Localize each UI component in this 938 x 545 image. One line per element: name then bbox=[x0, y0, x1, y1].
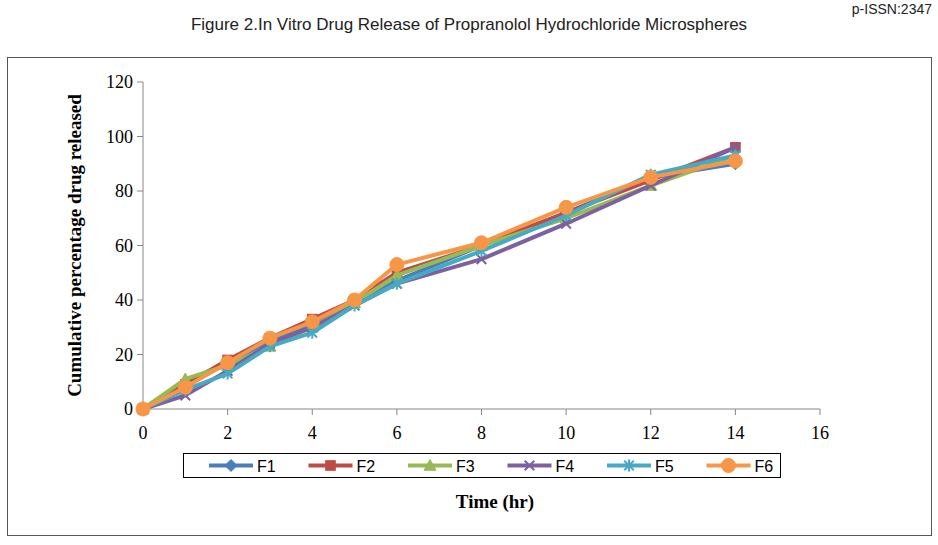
legend-marker bbox=[225, 460, 237, 472]
series-line bbox=[143, 147, 735, 409]
legend-marker bbox=[722, 459, 736, 473]
x-tick bbox=[312, 409, 313, 415]
series bbox=[137, 158, 741, 415]
point bbox=[644, 170, 658, 184]
series-line bbox=[143, 147, 735, 409]
point bbox=[136, 402, 150, 416]
title: Figure 2.In Vitro Drug Release of Propra… bbox=[191, 15, 747, 34]
series-line bbox=[143, 156, 735, 409]
point bbox=[178, 380, 192, 394]
x-tick-label: 10 bbox=[557, 423, 575, 443]
y-tick-label: 20 bbox=[115, 345, 133, 365]
x-tick-label: 14 bbox=[726, 423, 744, 443]
x-tick bbox=[227, 409, 228, 415]
point bbox=[348, 293, 362, 307]
y-tick bbox=[137, 191, 143, 192]
point bbox=[305, 315, 319, 329]
legend-marker bbox=[525, 461, 535, 471]
annotation: p-ISSN:2347 bbox=[852, 1, 932, 17]
point bbox=[392, 278, 402, 290]
x-tick-label: 2 bbox=[223, 423, 232, 443]
point bbox=[390, 258, 404, 272]
series-line bbox=[143, 161, 735, 409]
y-tick bbox=[137, 136, 143, 137]
legend-marker bbox=[424, 460, 436, 471]
y-tick-label: 100 bbox=[106, 127, 133, 147]
x-tick-label: 6 bbox=[392, 423, 401, 443]
y-tick bbox=[137, 300, 143, 301]
point bbox=[559, 200, 573, 214]
point bbox=[263, 331, 277, 345]
legend-label: F6 bbox=[755, 458, 774, 475]
series bbox=[138, 150, 740, 415]
y-tick-label: 40 bbox=[115, 290, 133, 310]
y-tick bbox=[137, 245, 143, 246]
legend-box bbox=[184, 454, 781, 478]
x-tick bbox=[566, 409, 567, 415]
y-tick bbox=[137, 82, 143, 83]
chart: p-ISSN:2347 Figure 2.In Vitro Drug Releas… bbox=[0, 0, 938, 545]
series bbox=[136, 154, 742, 416]
legend-label: F1 bbox=[257, 458, 276, 475]
x-tick bbox=[481, 409, 482, 415]
point bbox=[221, 356, 235, 370]
legend-marker bbox=[326, 461, 336, 471]
x-tick-label: 8 bbox=[477, 423, 486, 443]
x-tick-label: 16 bbox=[811, 423, 829, 443]
x-tick bbox=[396, 409, 397, 415]
x-axis-label: Time (hr) bbox=[456, 491, 534, 513]
y-tick bbox=[137, 354, 143, 355]
series bbox=[138, 143, 740, 414]
series bbox=[137, 150, 741, 414]
legend-marker bbox=[624, 460, 634, 472]
point bbox=[137, 403, 149, 415]
chart-frame bbox=[8, 58, 932, 536]
point bbox=[645, 171, 657, 183]
legend-label: F3 bbox=[456, 458, 475, 475]
y-tick-label: 120 bbox=[106, 72, 133, 92]
series-line bbox=[143, 156, 735, 409]
x-tick bbox=[650, 409, 651, 415]
x-tick-label: 4 bbox=[308, 423, 317, 443]
series bbox=[138, 143, 740, 414]
x-tick bbox=[735, 409, 736, 415]
y-tick-label: 80 bbox=[115, 181, 133, 201]
y-tick-label: 0 bbox=[124, 399, 133, 419]
x-tick bbox=[820, 409, 821, 415]
x-tick-label: 12 bbox=[642, 423, 660, 443]
x-tick-label: 0 bbox=[139, 423, 148, 443]
series-group bbox=[136, 143, 742, 416]
legend-label: F4 bbox=[556, 458, 575, 475]
y-axis-label: Cumulative percentage drug released bbox=[64, 94, 85, 397]
legend-label: F5 bbox=[655, 458, 674, 475]
y-tick-label: 60 bbox=[115, 236, 133, 256]
point bbox=[222, 357, 234, 369]
point bbox=[728, 154, 742, 168]
point bbox=[475, 236, 489, 250]
legend-label: F2 bbox=[357, 458, 376, 475]
